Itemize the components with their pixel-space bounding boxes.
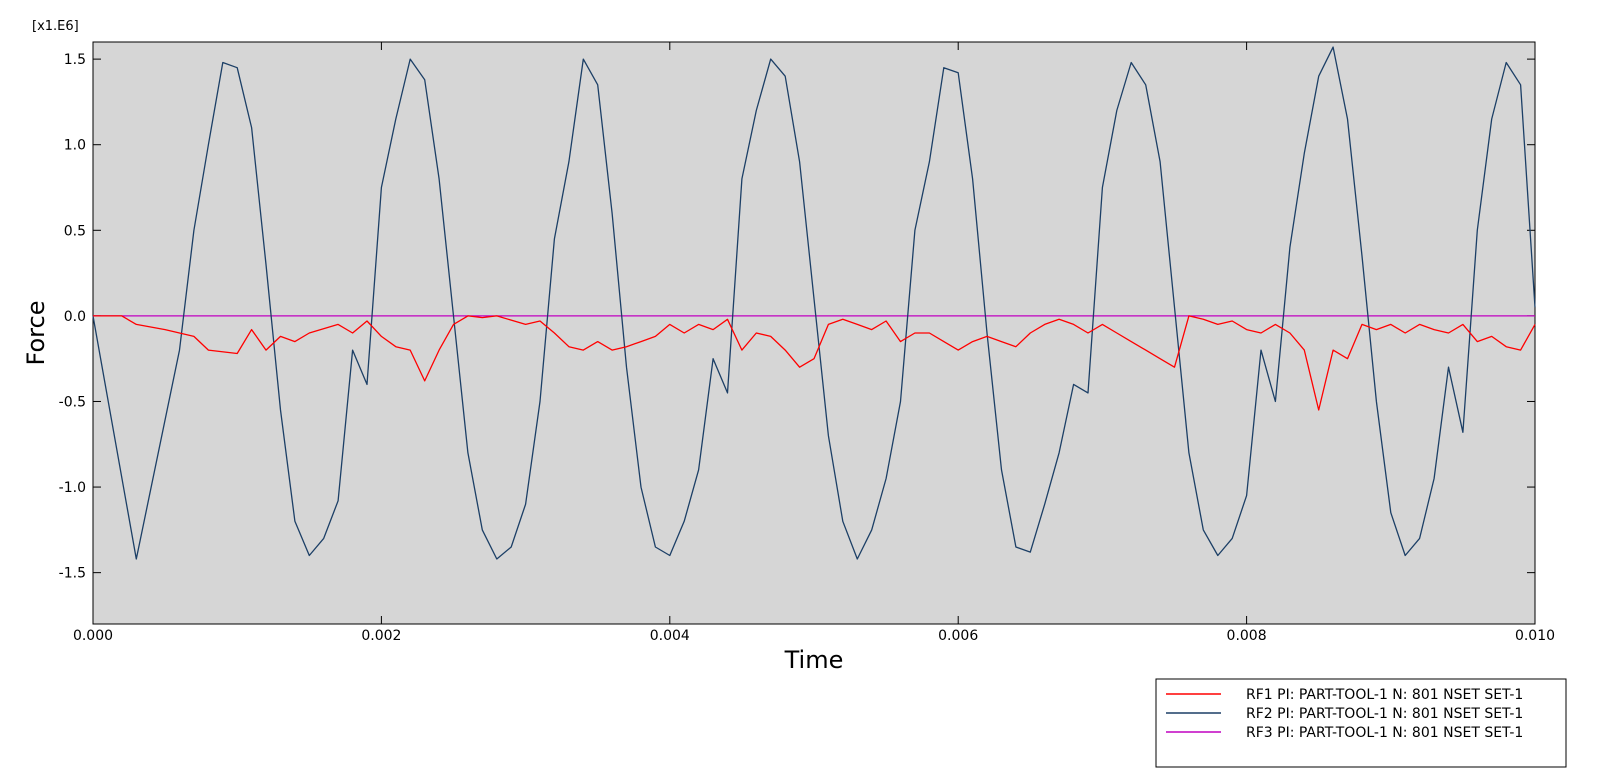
series-line-2: [92, 46, 1536, 560]
y-tick-label: -1.5: [59, 566, 86, 582]
x-tick-label: 0.002: [361, 628, 401, 644]
y-tick-label: 0.5: [64, 223, 86, 239]
x-axis-title: Time: [784, 646, 844, 674]
legend-entries: RF1 PI: PART-TOOL-1 N: 801 NSET SET-1 RF2…: [1166, 687, 1523, 741]
y-tick-label: -1.0: [59, 480, 86, 496]
y-axis-title: Force: [22, 301, 50, 366]
legend: RF1 PI: PART-TOOL-1 N: 801 NSET SET-1 RF2…: [1155, 678, 1567, 768]
y-tick-label: -0.5: [59, 394, 86, 410]
y-multiplier-label: [x1.E6]: [32, 19, 79, 34]
x-tick-label: 0.006: [938, 628, 978, 644]
legend-box: [1155, 678, 1567, 768]
plot-area: [92, 41, 1536, 625]
legend-label-3: RF3 PI: PART-TOOL-1 N: 801 NSET SET-1: [1246, 725, 1523, 741]
y-tick-label: 1.0: [64, 138, 86, 154]
series-layer: [92, 46, 1536, 560]
series-line-1: [93, 315, 1536, 411]
x-tick-label: 0.010: [1515, 628, 1555, 644]
x-tick-label: 0.008: [1227, 628, 1267, 644]
y-tick-label: 0.0: [64, 309, 86, 325]
x-tick-label: 0.000: [73, 628, 113, 644]
ticks-layer: 0.000 0.002 0.004 0.006 0.008 0.010 1.5 1.0 0.5 0…: [59, 42, 1555, 644]
y-tick-label: 1.5: [64, 52, 86, 68]
legend-label-1: RF1 PI: PART-TOOL-1 N: 801 NSET SET-1: [1246, 687, 1523, 703]
legend-label-2: RF2 PI: PART-TOOL-1 N: 801 NSET SET-1: [1246, 706, 1523, 722]
x-tick-label: 0.004: [650, 628, 690, 644]
